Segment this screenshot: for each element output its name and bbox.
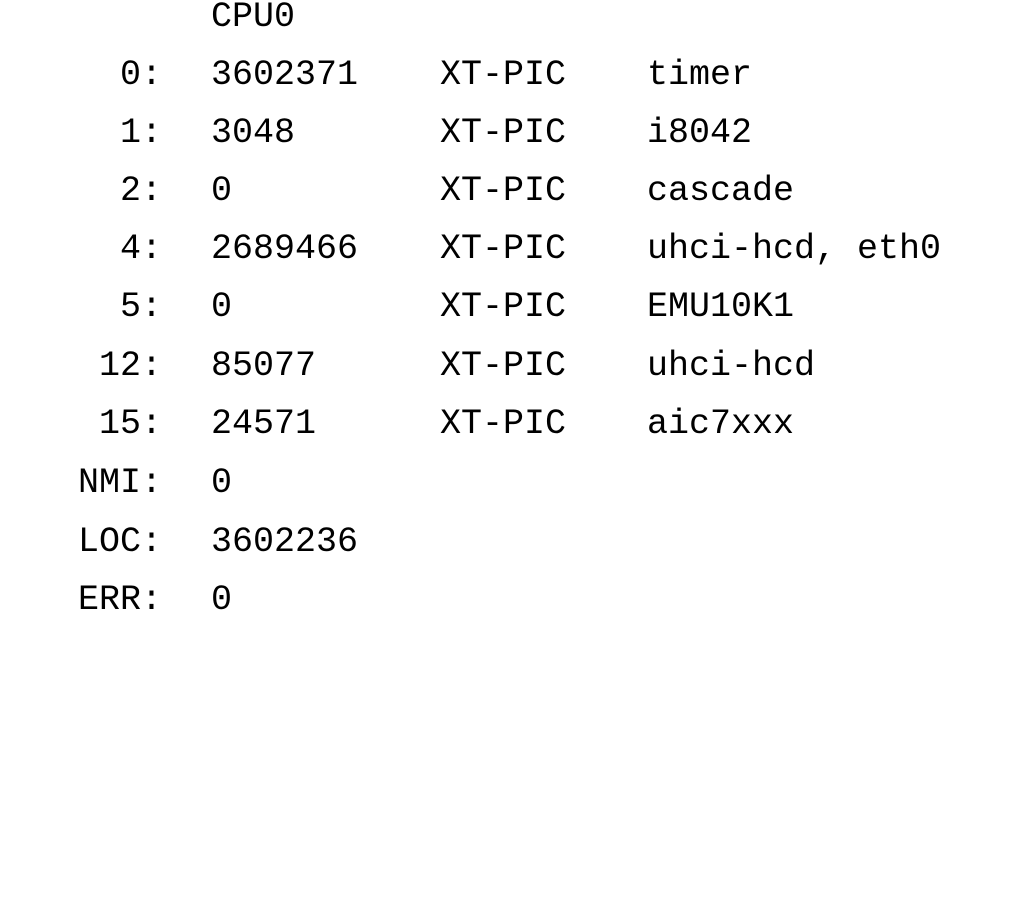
table-row: 2: 0 XT-PIC cascade xyxy=(0,162,1032,220)
irq-number: 2: xyxy=(119,171,162,211)
interrupt-controller: XT-PIC xyxy=(440,287,567,327)
table-row: 5: 0 XT-PIC EMU10K1 xyxy=(0,278,1032,336)
interrupt-controller: XT-PIC xyxy=(440,346,567,386)
irq-number: 1: xyxy=(119,113,162,153)
device-name: timer xyxy=(647,55,753,95)
device-name: aic7xxx xyxy=(647,404,795,444)
table-row: NMI: 0 xyxy=(0,454,1032,512)
interrupt-controller: XT-PIC xyxy=(440,404,567,444)
device-name: EMU10K1 xyxy=(647,287,795,327)
irq-number: ERR: xyxy=(77,580,162,620)
irq-number: NMI: xyxy=(77,463,162,503)
irq-number: 5: xyxy=(119,287,162,327)
header-row: CPU0 xyxy=(0,0,1032,46)
device-name: i8042 xyxy=(647,113,753,153)
device-name: uhci-hcd xyxy=(647,346,816,386)
interrupt-controller: XT-PIC xyxy=(440,55,567,95)
irq-number: 12: xyxy=(98,346,162,386)
interrupt-count: 2689466 xyxy=(211,229,359,269)
interrupt-count: 0 xyxy=(211,287,233,327)
irq-number: LOC: xyxy=(77,522,162,562)
table-row: 1: 3048 XT-PIC i8042 xyxy=(0,104,1032,162)
device-name: uhci-hcd, eth0 xyxy=(647,229,942,269)
table-row: ERR: 0 xyxy=(0,571,1032,629)
interrupt-controller: XT-PIC xyxy=(440,229,567,269)
interrupt-count: 3048 xyxy=(211,113,296,153)
interrupt-count: 3602236 xyxy=(211,522,359,562)
irq-number: 0: xyxy=(119,55,162,95)
irq-number: 4: xyxy=(119,229,162,269)
interrupt-count: 85077 xyxy=(211,346,317,386)
table-row: LOC: 3602236 xyxy=(0,513,1032,571)
interrupts-listing: CPU0 0: 3602371 XT-PIC timer 1: 3048 XT-… xyxy=(0,0,1032,629)
interrupt-count: 0 xyxy=(211,171,233,211)
irq-number: 15: xyxy=(98,404,162,444)
interrupt-count: 3602371 xyxy=(211,55,359,95)
table-row: 15: 24571 XT-PIC aic7xxx xyxy=(0,395,1032,453)
interrupt-controller: XT-PIC xyxy=(440,113,567,153)
interrupt-count: 24571 xyxy=(211,404,317,444)
interrupt-count: 0 xyxy=(211,463,233,503)
interrupt-count: 0 xyxy=(211,580,233,620)
table-row: 12: 85077 XT-PIC uhci-hcd xyxy=(0,337,1032,395)
cpu-column-header: CPU0 xyxy=(211,0,296,37)
interrupt-controller: XT-PIC xyxy=(440,171,567,211)
table-row: 4: 2689466 XT-PIC uhci-hcd, eth0 xyxy=(0,220,1032,278)
device-name: cascade xyxy=(647,171,795,211)
table-row: 0: 3602371 XT-PIC timer xyxy=(0,46,1032,104)
